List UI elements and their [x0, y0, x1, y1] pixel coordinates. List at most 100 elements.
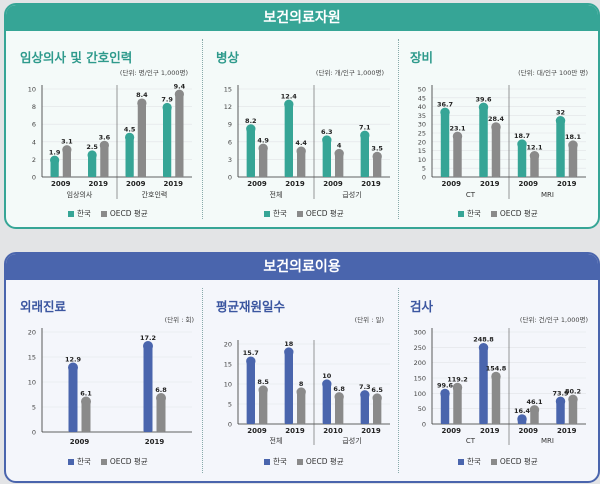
data-label: 3.1 [61, 138, 73, 146]
bar-korea [143, 346, 153, 432]
y-tick-label: 5 [422, 165, 426, 173]
x-tick-label: 2019 [164, 180, 184, 188]
bar-cap-oecd [491, 371, 501, 382]
panel-divider [398, 39, 399, 219]
y-tick-label: 20 [418, 138, 426, 146]
data-label: 17.2 [140, 334, 156, 342]
data-label: 7.9 [161, 95, 173, 103]
x-tick-label: 2009 [519, 427, 539, 435]
y-tick-label: 200 [414, 359, 426, 367]
legend-item-oecd: OECD 평균 [100, 456, 148, 467]
y-tick-label: 0 [422, 421, 426, 429]
y-tick-label: 25 [418, 130, 426, 138]
data-label: 154.8 [486, 365, 507, 373]
data-label: 4.9 [257, 136, 269, 144]
bar-korea [440, 112, 450, 177]
x-tick-label: 2009 [126, 180, 146, 188]
health-utilization-section: 보건의료이용 외래진료 (단위 : 회) 0 5 10 15 20 2009 12.9 6.1… [4, 252, 600, 483]
x-tick-label: 2009 [51, 180, 71, 188]
bar-cap-korea [246, 124, 256, 134]
bar-cap-oecd [137, 98, 147, 108]
group-label: 전체 [270, 190, 283, 199]
x-tick-label: 2009 [70, 438, 90, 446]
bar-cap-oecd [62, 145, 72, 155]
bar-cap-korea [87, 150, 97, 160]
bar-cap-oecd [452, 382, 463, 393]
y-tick-label: 300 [414, 329, 426, 337]
bar-oecd [259, 390, 268, 424]
panel-unit: (단위: 개/인구 1,000명) [315, 69, 384, 77]
y-tick-label: 0 [228, 174, 232, 182]
panel-title: 평균재원일수 [216, 299, 286, 314]
chart-doctors-nurses: 0 2 4 6 8 10 2009 1.93.1 2019 2.53.6 2009 4.5 8.4 201… [28, 82, 192, 199]
bar-oecd [453, 136, 462, 177]
bar-korea [479, 107, 488, 177]
x-tick-label: 2010 [323, 427, 343, 435]
bar-cap-oecd [491, 122, 501, 132]
legend-item-oecd: OECD 평균 [490, 456, 538, 467]
legend-item-oecd: OECD 평균 [490, 208, 538, 219]
y-tick-label: 20 [224, 341, 232, 349]
data-label: 12.1 [526, 144, 543, 152]
bar-korea [68, 367, 78, 432]
bar-cap-oecd [81, 396, 91, 407]
x-tick-label: 2019 [557, 427, 577, 435]
y-tick-label: 5 [32, 404, 36, 412]
panel-title: 외래진료 [20, 299, 67, 314]
y-tick-label: 150 [414, 375, 426, 383]
data-label: 36.7 [437, 100, 453, 108]
bar-cap-oecd [174, 89, 184, 99]
chart-outpatient: 0 5 10 15 20 2009 12.9 6.1 2019 17.2 6.8 [28, 328, 192, 446]
panel-unit: (단위 : 일) [354, 316, 384, 324]
bar-oecd [335, 153, 344, 177]
data-label: 7.3 [359, 383, 371, 391]
data-label: 1.9 [49, 148, 61, 156]
data-label: 15.7 [243, 349, 259, 357]
bar-korea [284, 352, 293, 424]
data-label: 28.4 [488, 115, 505, 123]
bar-korea [246, 361, 255, 424]
bar-oecd [568, 399, 578, 424]
y-tick-label: 30 [418, 121, 426, 129]
bar-cap-korea [284, 347, 294, 357]
bar-cap-korea [440, 107, 450, 118]
bar-korea [284, 104, 293, 177]
y-tick-label: 15 [224, 86, 232, 94]
bar-cap-oecd [452, 131, 463, 142]
data-label: 18.7 [514, 132, 530, 140]
y-tick-label: 10 [28, 86, 36, 94]
y-tick-label: 2 [32, 156, 36, 164]
bar-cap-oecd [529, 405, 540, 415]
data-label: 6.3 [321, 128, 333, 136]
bar-cap-oecd [334, 392, 344, 402]
bar-cap-korea [322, 379, 332, 389]
data-label: 3.6 [99, 133, 111, 141]
x-tick-label: 2019 [145, 438, 165, 446]
bar-oecd [259, 148, 268, 177]
bar-cap-korea [50, 155, 60, 165]
bar-cap-korea [440, 388, 450, 399]
data-label: 6.5 [371, 386, 383, 394]
y-tick-label: 10 [418, 156, 426, 164]
bar-korea [322, 140, 331, 177]
data-label: 32 [556, 109, 565, 117]
bar-oecd [297, 392, 306, 424]
legend: 한국 OECD 평균 [68, 208, 148, 219]
bar-cap-oecd [372, 151, 382, 162]
data-label: 119.2 [447, 375, 468, 383]
y-tick-label: 20 [28, 329, 36, 337]
y-tick-label: 40 [418, 103, 426, 111]
bar-cap-oecd [258, 385, 268, 395]
legend-item-korea: 한국 [458, 208, 481, 219]
y-tick-label: 15 [224, 361, 232, 369]
y-tick-label: 10 [28, 379, 36, 387]
data-label: 18.1 [565, 133, 582, 141]
y-tick-label: 100 [414, 390, 426, 398]
y-tick-label: 250 [414, 344, 426, 352]
bar-cap-oecd [156, 393, 166, 403]
panel-divider [202, 39, 203, 219]
y-tick-label: 4 [32, 138, 36, 146]
bar-oecd [373, 398, 382, 424]
data-label: 18 [284, 340, 294, 348]
